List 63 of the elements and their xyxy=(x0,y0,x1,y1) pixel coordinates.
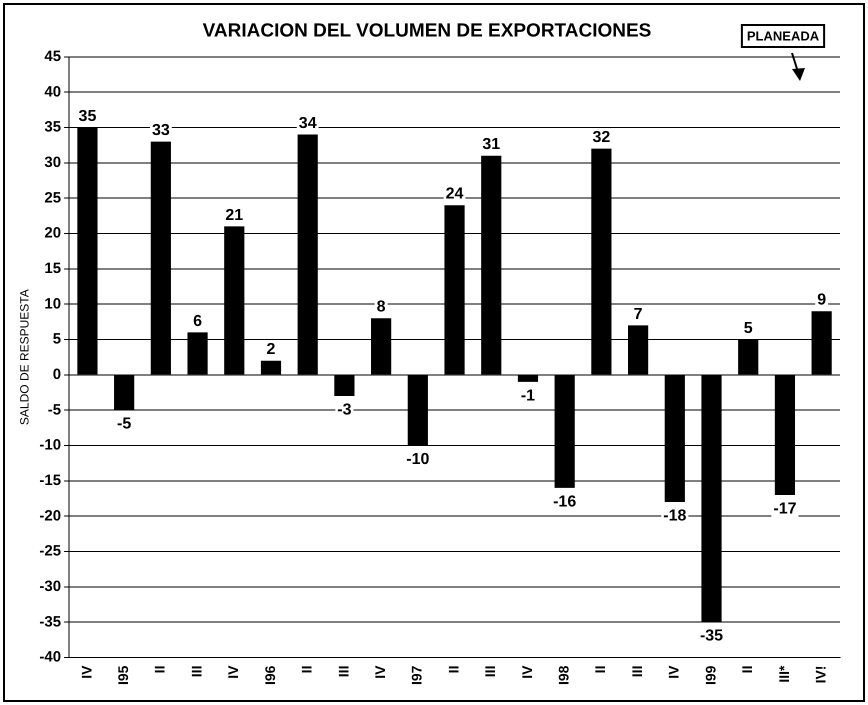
data-label: 2 xyxy=(266,341,276,358)
x-tick-label: IV xyxy=(666,664,682,679)
y-tick-label: -15 xyxy=(39,472,62,489)
data-label: -10 xyxy=(406,450,430,468)
x-tick-label: III* xyxy=(776,664,792,683)
data-label: 6 xyxy=(193,312,202,330)
data-label: -18 xyxy=(663,507,686,524)
data-label: 8 xyxy=(376,298,386,316)
y-tick-label: -25 xyxy=(39,542,62,560)
y-tick-label: 35 xyxy=(44,118,62,136)
x-tick-label: IV! xyxy=(812,666,829,684)
text: PLANEADA xyxy=(746,28,820,44)
y-tick-label: -35 xyxy=(39,613,62,630)
x-tick-label: II xyxy=(298,666,315,674)
x-tick-label: IV xyxy=(372,664,388,679)
y-tick-label: -20 xyxy=(39,507,62,524)
data-label: 32 xyxy=(592,129,610,146)
x-tick-label: II xyxy=(152,666,168,674)
data-label: 33 xyxy=(152,122,170,140)
x-tick-label: III xyxy=(482,666,498,678)
y-tick-label: 20 xyxy=(44,224,62,242)
x-tick-label: II xyxy=(445,666,462,674)
data-label: -17 xyxy=(773,500,797,518)
x-tick-label: IV xyxy=(225,664,242,679)
y-tick-label: 30 xyxy=(44,154,62,171)
data-label: 7 xyxy=(634,306,643,323)
data-label: -16 xyxy=(553,493,576,510)
data-label: 31 xyxy=(482,136,500,154)
y-tick-label: 15 xyxy=(44,260,62,277)
data-label: 34 xyxy=(298,114,317,132)
y-tick-label: 25 xyxy=(44,189,62,206)
x-tick-label: II xyxy=(739,666,756,674)
y-tick-label: -5 xyxy=(48,401,62,418)
x-tick-label: III xyxy=(188,666,204,678)
data-label: 35 xyxy=(78,108,96,125)
y-tick-label: 10 xyxy=(44,295,62,312)
data-label: 24 xyxy=(446,186,464,203)
data-label: 5 xyxy=(744,320,753,337)
data-label: -5 xyxy=(117,416,132,433)
x-tick-label: I99 xyxy=(702,665,718,686)
x-tick-label: IV xyxy=(518,664,535,679)
y-tick-label: -40 xyxy=(39,648,62,666)
x-tick-label: I98 xyxy=(556,665,572,686)
data-label: -35 xyxy=(700,628,724,645)
data-label: 9 xyxy=(817,292,826,309)
y-tick-label: 45 xyxy=(44,48,62,65)
data-label: -3 xyxy=(337,401,352,418)
y-tick-label: -30 xyxy=(39,578,62,596)
y-tick-label: 5 xyxy=(52,330,62,348)
data-label: 21 xyxy=(225,206,244,224)
x-tick-label: III xyxy=(628,666,645,678)
x-tick-label: II xyxy=(592,666,608,674)
chart-title: VARIACION DEL VOLUMEN DE EXPORTACIONES xyxy=(202,20,652,42)
y-tick-label: -10 xyxy=(39,436,62,454)
y-axis-title: SALDO DE RESPUESTA xyxy=(18,289,32,426)
x-tick-label: III xyxy=(335,666,352,678)
x-tick-label: I96 xyxy=(262,665,278,686)
data-label: -1 xyxy=(520,387,536,404)
x-tick-label: I97 xyxy=(408,665,425,686)
x-tick-label: I95 xyxy=(115,665,132,686)
y-tick-label: 0 xyxy=(52,366,62,383)
y-tick-label: 40 xyxy=(44,83,62,100)
x-tick-label: IV xyxy=(78,664,94,679)
